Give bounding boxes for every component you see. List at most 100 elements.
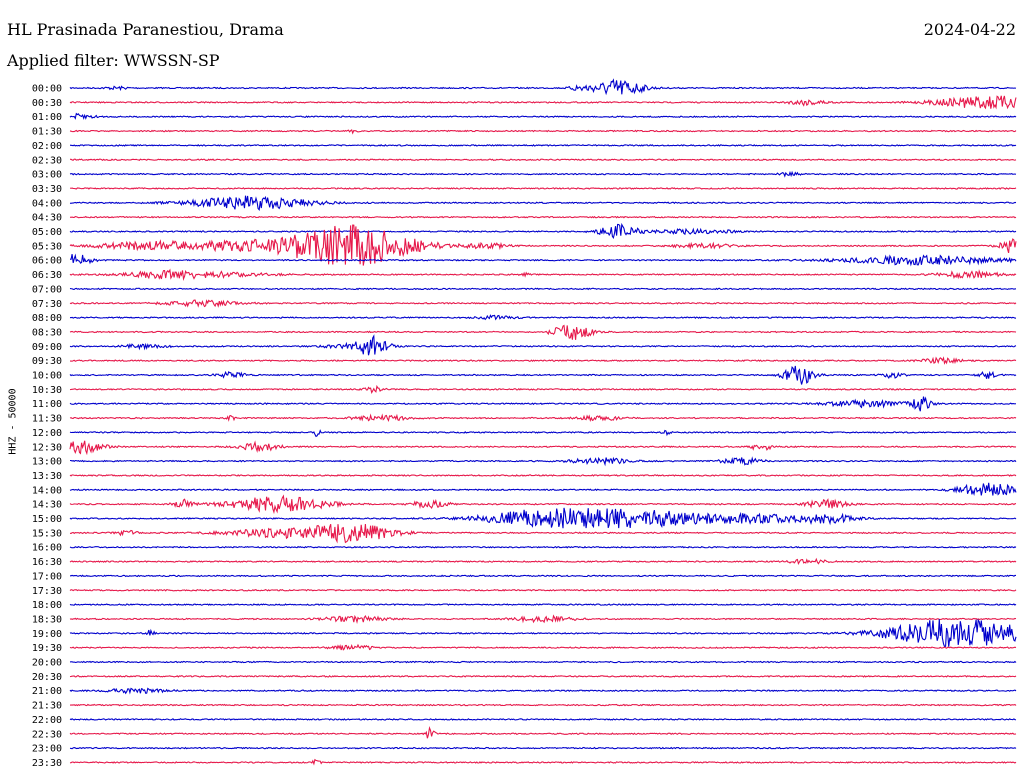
- trace-1730: [69, 588, 1017, 592]
- time-label-0930: 09:30: [32, 356, 62, 367]
- time-label-0130: 01:30: [32, 127, 62, 138]
- trace-0130: [69, 129, 1017, 135]
- trace-1100: [69, 396, 1017, 412]
- trace-1830: [69, 614, 1017, 625]
- station-title: HL Prasinada Paranestiou, Drama: [7, 20, 284, 39]
- time-label-0830: 08:30: [32, 327, 62, 338]
- trace-0800: [69, 314, 1017, 321]
- trace-0430: [69, 215, 1017, 219]
- trace-0100: [69, 112, 1017, 120]
- trace-2330: [69, 758, 1017, 766]
- trace-0500: [69, 222, 1017, 240]
- trace-1300: [69, 456, 1017, 467]
- trace-0900: [69, 334, 1017, 356]
- trace-0930: [70, 356, 1017, 365]
- time-label-1500: 15:00: [32, 514, 62, 525]
- time-label-0730: 07:30: [32, 299, 62, 310]
- time-label-0800: 08:00: [32, 313, 62, 324]
- time-label-0700: 07:00: [32, 284, 62, 295]
- time-label-0630: 06:30: [32, 270, 62, 281]
- trace-0700: [69, 287, 1017, 291]
- time-label-0430: 04:30: [32, 213, 62, 224]
- trace-0630: [69, 268, 1017, 281]
- trace-0200: [69, 144, 1017, 147]
- trace-1530: [69, 523, 1017, 544]
- time-label-0000: 00:00: [32, 84, 62, 95]
- time-label-1630: 16:30: [32, 557, 62, 568]
- trace-1630: [69, 557, 1017, 566]
- filter-label: Applied filter: WWSSN-SP: [7, 51, 220, 70]
- time-label-1900: 19:00: [32, 629, 62, 640]
- trace-1930: [69, 643, 1017, 651]
- time-label-0330: 03:30: [32, 184, 62, 195]
- time-label-0600: 06:00: [32, 256, 62, 267]
- trace-1800: [69, 603, 1017, 606]
- trace-1000: [69, 365, 1017, 385]
- trace-1230: [69, 440, 1017, 456]
- trace-0000: [69, 78, 1017, 96]
- trace-0300: [69, 170, 1017, 178]
- time-label-1600: 16:00: [32, 543, 62, 554]
- time-label-1530: 15:30: [32, 528, 62, 539]
- time-label-1800: 18:00: [32, 600, 62, 611]
- y-axis-label: HHZ - 50000: [7, 388, 19, 455]
- trace-1400: [69, 482, 1017, 497]
- trace-0600: [69, 253, 1017, 267]
- time-label-0200: 02:00: [32, 141, 62, 152]
- trace-2130: [69, 703, 1017, 707]
- time-label-2000: 20:00: [32, 658, 62, 669]
- time-label-0100: 01:00: [32, 112, 62, 123]
- trace-1600: [69, 545, 1017, 549]
- time-label-1330: 13:30: [32, 471, 62, 482]
- trace-0230: [69, 158, 1017, 162]
- time-label-0900: 09:00: [32, 342, 62, 353]
- time-label-1300: 13:00: [32, 457, 62, 468]
- trace-2030: [69, 674, 1017, 678]
- trace-0730: [69, 299, 1017, 308]
- trace-2230: [69, 725, 1017, 739]
- time-label-2030: 20:30: [32, 672, 62, 683]
- time-label-1430: 14:30: [32, 500, 62, 511]
- trace-1330: [69, 474, 1017, 477]
- trace-0400: [69, 195, 1017, 211]
- trace-0830: [69, 324, 1017, 340]
- time-label-0030: 00:30: [32, 98, 62, 109]
- trace-2200: [69, 718, 1017, 721]
- time-label-1930: 19:30: [32, 643, 62, 654]
- trace-1130: [69, 413, 1017, 423]
- time-label-0300: 03:00: [32, 170, 62, 181]
- trace-1430: [69, 494, 1017, 515]
- trace-1700: [69, 574, 1017, 578]
- time-label-2330: 23:30: [32, 758, 62, 769]
- time-label-0530: 05:30: [32, 241, 62, 252]
- trace-0030: [69, 95, 1017, 110]
- time-label-1000: 10:00: [32, 371, 62, 382]
- time-label-1230: 12:30: [32, 442, 62, 453]
- trace-1030: [69, 384, 1017, 394]
- trace-1900: [69, 618, 1017, 648]
- date-label: 2024-04-22: [923, 20, 1016, 39]
- time-label-0400: 04:00: [32, 198, 62, 209]
- time-label-0500: 05:00: [32, 227, 62, 238]
- time-label-1700: 17:00: [32, 571, 62, 582]
- trace-0330: [69, 187, 1017, 190]
- time-label-1200: 12:00: [32, 428, 62, 439]
- time-label-1400: 14:00: [32, 485, 62, 496]
- time-label-1730: 17:30: [32, 586, 62, 597]
- time-label-2300: 23:00: [32, 744, 62, 755]
- time-label-0230: 02:30: [32, 155, 62, 166]
- trace-1500: [69, 507, 1017, 529]
- time-label-2100: 21:00: [32, 686, 62, 697]
- time-label-2200: 22:00: [32, 715, 62, 726]
- trace-1200: [69, 429, 1017, 438]
- time-label-1130: 11:30: [32, 414, 62, 425]
- trace-2100: [69, 687, 1017, 695]
- time-label-1030: 10:30: [32, 385, 62, 396]
- time-label-1830: 18:30: [32, 614, 62, 625]
- trace-2300: [69, 746, 1017, 750]
- trace-0530: [69, 224, 1017, 266]
- time-label-1100: 11:00: [32, 399, 62, 410]
- trace-2000: [69, 660, 1017, 664]
- time-label-2130: 21:30: [32, 701, 62, 712]
